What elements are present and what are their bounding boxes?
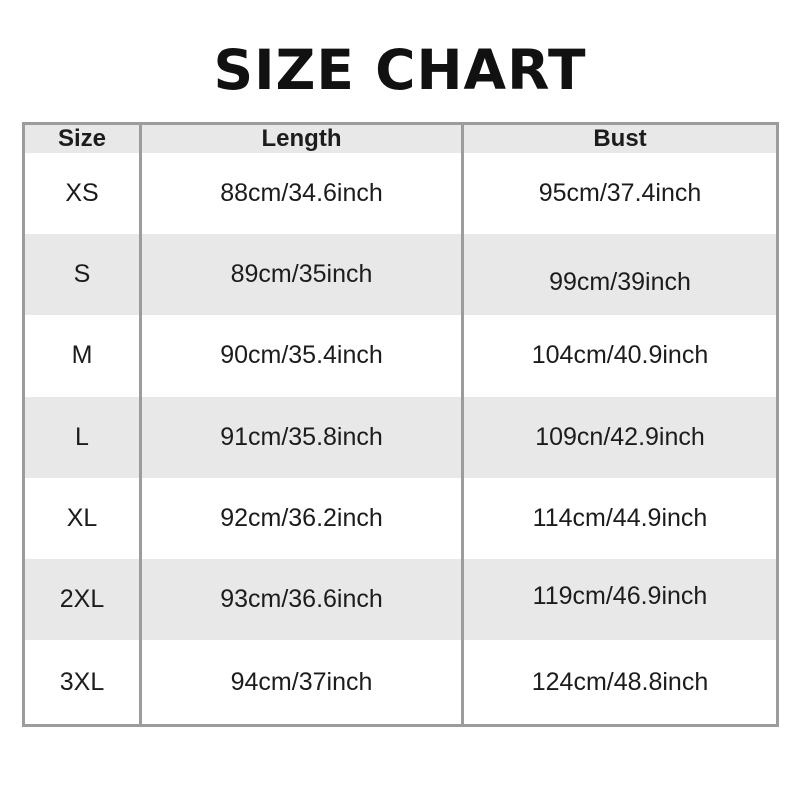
bust-cell: 109cn/42.9inch — [461, 396, 778, 478]
size-cell: XL — [66, 503, 98, 532]
table-row: 2XL 93cm/36.6inch 119cm/46.9inch — [23, 555, 778, 641]
table-row: M 90cm/35.4inch 104cm/40.9inch — [24, 315, 778, 397]
size-cell: M — [71, 341, 93, 370]
table-header-row: Size Length Bust — [23, 123, 778, 153]
length-cell: 92cm/36.2inch — [139, 477, 463, 559]
length-cell: 91cm/35.8inch — [139, 396, 463, 478]
bust-cell: 114cm/44.9inch — [461, 477, 778, 559]
column-header-length: Length — [139, 123, 463, 153]
bust-cell: 99cm/39inch — [461, 242, 778, 324]
table-row: XS 88cm/34.6inch 95cm/37.4inch — [24, 153, 778, 235]
bust-cell: 104cm/40.9inch — [461, 315, 778, 397]
size-cell: L — [75, 422, 89, 451]
table-row: XL 92cm/36.2inch 114cm/44.9inch — [24, 477, 778, 559]
page-title: SIZE CHART — [213, 38, 587, 102]
length-cell: 93cm/36.6inch — [139, 558, 463, 641]
column-header-size: Size — [57, 125, 107, 152]
length-cell: 90cm/35.4inch — [139, 315, 463, 397]
table-row: 3XL 94cm/37inch 124cm/48.8inch — [24, 640, 778, 726]
size-cell: 2XL — [59, 584, 105, 613]
bust-cell: 119cm/46.9inch — [461, 555, 778, 638]
table-row: L 91cm/35.8inch 109cn/42.9inch — [23, 396, 778, 478]
size-chart-table: Size Length Bust XS 88cm/34.6inch 95cm/3… — [22, 122, 779, 727]
size-cell: S — [73, 260, 91, 289]
bust-cell: 95cm/37.4inch — [461, 153, 778, 235]
length-cell: 89cm/35inch — [139, 234, 463, 316]
bust-cell: 124cm/48.8inch — [461, 640, 778, 726]
size-cell: XS — [65, 179, 99, 208]
table-row: S 89cm/35inch 99cm/39inch — [23, 234, 778, 324]
length-cell: 88cm/34.6inch — [139, 153, 463, 235]
length-cell: 94cm/37inch — [139, 640, 463, 726]
column-header-bust: Bust — [461, 123, 778, 153]
size-cell: 3XL — [59, 667, 105, 696]
